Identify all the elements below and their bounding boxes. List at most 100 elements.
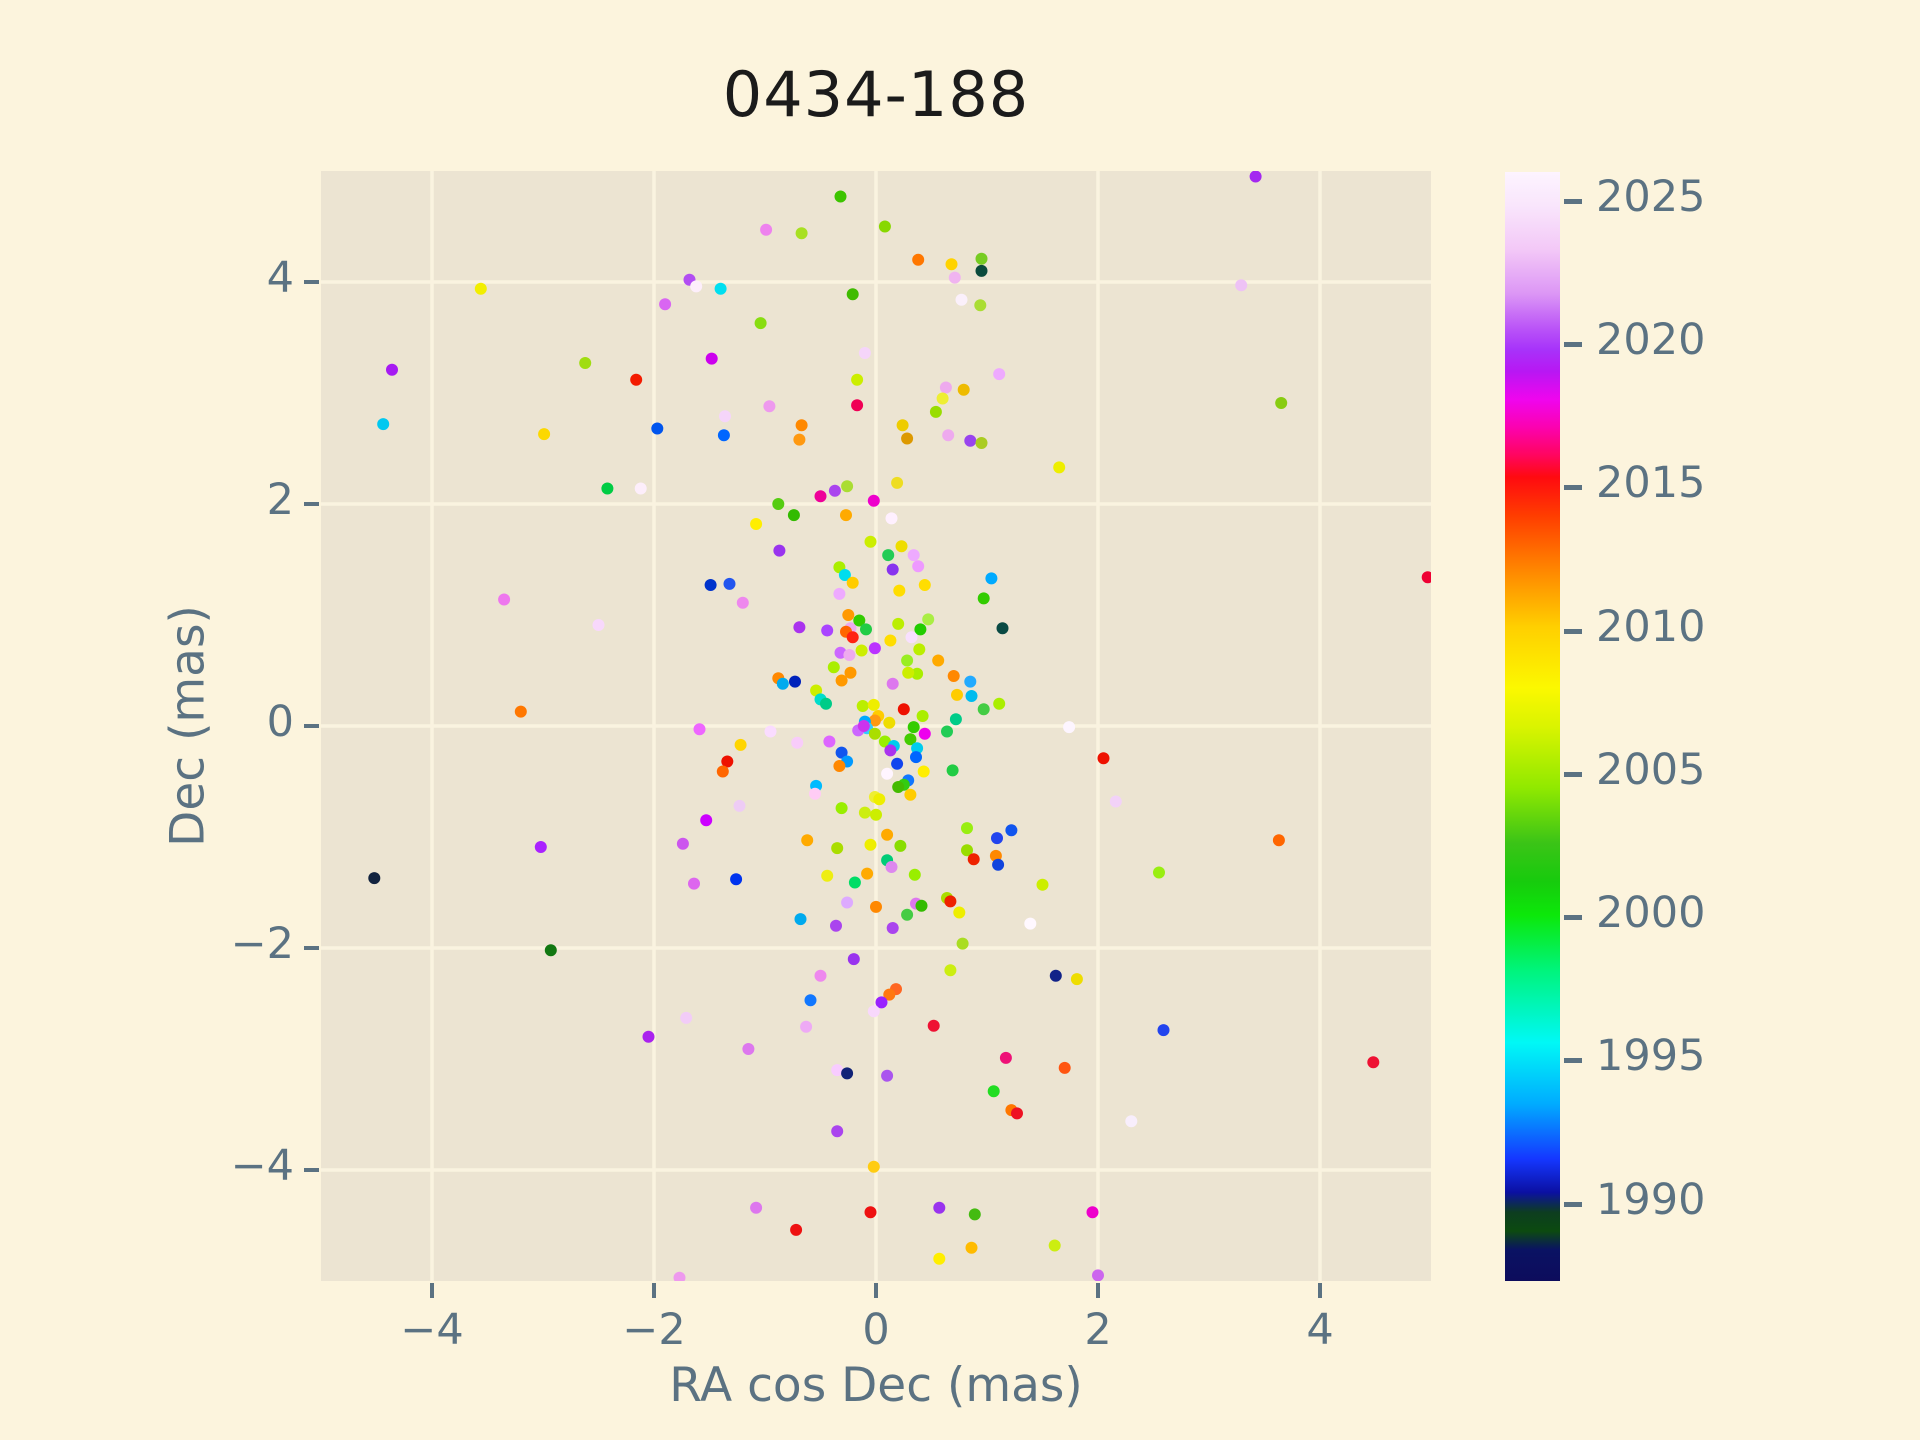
scatter-point	[676, 837, 689, 850]
scatter-point	[860, 623, 872, 636]
scatter-point	[878, 735, 891, 748]
scatter-point	[932, 654, 945, 667]
scatter-point	[868, 714, 881, 727]
scatter-point	[789, 675, 801, 688]
scatter-point	[910, 751, 922, 764]
scatter-point	[831, 1125, 844, 1138]
scatter-point	[1070, 973, 1083, 986]
scatter-point	[891, 476, 904, 489]
scatter-point	[961, 822, 973, 835]
x-tick-mark	[1096, 1283, 1100, 1298]
scatter-point	[790, 1223, 803, 1236]
scatter-point	[886, 922, 899, 934]
scatter-point	[1086, 1206, 1099, 1219]
scatter-point	[838, 569, 851, 581]
scatter-point	[828, 484, 841, 497]
scatter-point	[864, 535, 877, 548]
scatter-point	[734, 738, 747, 751]
scatter-point	[835, 746, 848, 759]
scatter-point	[987, 1085, 1000, 1098]
y-tick-label: −2	[230, 919, 294, 969]
scatter-point	[634, 482, 647, 495]
colorbar-tick-mark	[1564, 628, 1582, 634]
scatter-point	[814, 490, 827, 503]
scatter-point	[912, 253, 925, 266]
scatter-point	[977, 703, 990, 716]
scatter-point	[857, 720, 870, 732]
scatter-point	[721, 755, 734, 768]
scatter-point	[820, 697, 832, 710]
plot-title: 0434-188	[722, 58, 1030, 131]
scatter-point	[878, 220, 891, 233]
scatter-point	[498, 593, 511, 606]
scatter-point	[916, 710, 929, 722]
scatter-point	[834, 190, 847, 203]
colorbar-tick-label: 1990	[1596, 1174, 1706, 1225]
scatter-point	[842, 609, 855, 621]
scatter-point	[642, 1030, 655, 1043]
scatter-point	[993, 368, 1006, 381]
scatter-point	[914, 623, 927, 636]
scatter-point	[700, 814, 713, 827]
scatter-point	[835, 802, 848, 815]
scatter-point	[891, 757, 904, 770]
scatter-point	[474, 282, 487, 295]
y-tick-label: 2	[266, 475, 294, 525]
scatter-point	[736, 596, 749, 609]
scatter-point	[1157, 1024, 1170, 1037]
colorbar-tick-mark	[1564, 771, 1582, 777]
scatter-point	[1153, 866, 1165, 879]
scatter-point	[991, 832, 1003, 845]
scatter-point	[730, 873, 743, 886]
scatter-point	[918, 579, 931, 591]
y-tick-mark	[304, 1168, 319, 1172]
scatter-point	[884, 744, 897, 757]
scatter-point	[905, 631, 918, 644]
scatter-point	[870, 808, 882, 821]
scatter-point	[717, 429, 730, 442]
scatter-point	[1024, 917, 1037, 930]
scatter-point	[883, 716, 896, 729]
scatter-point	[534, 841, 547, 853]
scatter-point	[814, 969, 827, 982]
scatter-point	[885, 512, 898, 525]
scatter-point	[791, 736, 804, 749]
scatter-point	[867, 1160, 880, 1173]
scatter-point	[901, 908, 914, 921]
colorbar-tick-mark	[1564, 915, 1582, 921]
scatter-point	[867, 698, 880, 711]
scatter-point	[901, 432, 914, 445]
scatter-point	[904, 733, 917, 746]
scatter-point	[723, 577, 736, 590]
scatter-point	[544, 944, 557, 957]
scatter-point	[897, 703, 910, 716]
scatter-point	[601, 482, 614, 495]
x-tick-label: 0	[862, 1305, 890, 1355]
scatter-point	[801, 834, 814, 847]
colorbar-tick-label: 2005	[1596, 744, 1706, 795]
scatter-point	[680, 1011, 693, 1024]
x-tick-mark	[430, 1283, 434, 1298]
scatter-point	[763, 400, 776, 413]
scatter-point	[719, 410, 731, 423]
scatter-point	[776, 677, 789, 690]
scatter-point	[823, 735, 836, 748]
scatter-point	[946, 764, 959, 777]
scatter-point	[858, 806, 871, 819]
scatter-point	[939, 381, 952, 394]
scatter-point	[967, 853, 980, 866]
scatter-point	[922, 613, 935, 626]
scatter-point	[867, 494, 880, 507]
scatter-point	[750, 1201, 763, 1214]
scatter-point	[892, 617, 905, 630]
scatter-point	[764, 725, 777, 738]
scatter-point	[912, 560, 925, 573]
scatter-point	[1367, 1056, 1380, 1069]
scatter-point	[592, 619, 605, 631]
scatter-point	[868, 727, 881, 740]
scatter-point	[386, 363, 398, 376]
scatter-point	[1063, 721, 1076, 734]
scatter-point	[942, 429, 955, 442]
scatter-point	[915, 899, 928, 912]
scatter-point	[821, 624, 834, 637]
